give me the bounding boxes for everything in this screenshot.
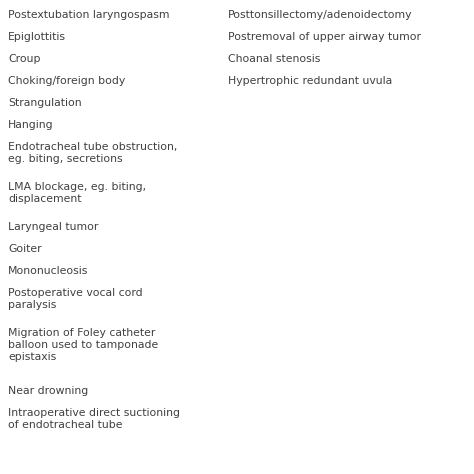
Text: Choking/foreign body: Choking/foreign body [8, 76, 125, 86]
Text: Choanal stenosis: Choanal stenosis [228, 54, 320, 64]
Text: Strangulation: Strangulation [8, 98, 82, 108]
Text: Migration of Foley catheter
balloon used to tamponade
epistaxis: Migration of Foley catheter balloon used… [8, 328, 158, 362]
Text: Goiter: Goiter [8, 244, 42, 254]
Text: Epiglottitis: Epiglottitis [8, 32, 66, 42]
Text: Postremoval of upper airway tumor: Postremoval of upper airway tumor [228, 32, 421, 42]
Text: Mononucleosis: Mononucleosis [8, 266, 88, 276]
Text: Croup: Croup [8, 54, 40, 64]
Text: Endotracheal tube obstruction,
eg. biting, secretions: Endotracheal tube obstruction, eg. bitin… [8, 142, 177, 164]
Text: Intraoperative direct suctioning
of endotracheal tube: Intraoperative direct suctioning of endo… [8, 408, 180, 430]
Text: Posttonsillectomy/adenoidectomy: Posttonsillectomy/adenoidectomy [228, 10, 412, 20]
Text: Near drowning: Near drowning [8, 386, 88, 396]
Text: Postoperative vocal cord
paralysis: Postoperative vocal cord paralysis [8, 288, 143, 310]
Text: Hypertrophic redundant uvula: Hypertrophic redundant uvula [228, 76, 392, 86]
Text: Hanging: Hanging [8, 120, 54, 130]
Text: Laryngeal tumor: Laryngeal tumor [8, 222, 99, 232]
Text: Postextubation laryngospasm: Postextubation laryngospasm [8, 10, 170, 20]
Text: LMA blockage, eg. biting,
displacement: LMA blockage, eg. biting, displacement [8, 182, 146, 204]
